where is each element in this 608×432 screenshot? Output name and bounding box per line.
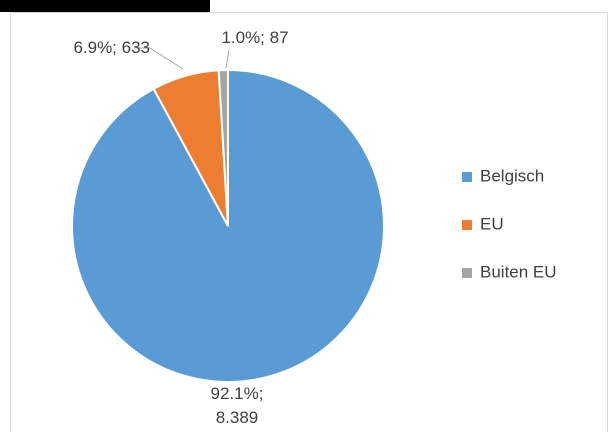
data-label: 6.9%; 633 — [73, 38, 150, 57]
legend-swatch — [462, 172, 472, 182]
legend-label: Buiten EU — [480, 262, 557, 281]
pie-slice — [217, 68, 229, 227]
legend-label: EU — [480, 214, 504, 233]
legend-swatch — [462, 220, 472, 230]
legend-swatch — [462, 268, 472, 278]
legend-label: Belgisch — [480, 166, 544, 185]
leader-line — [134, 47, 184, 70]
data-label: 1.0%; 87 — [221, 28, 289, 47]
data-label: 92.1%; 8.389 — [210, 384, 264, 427]
leader-line — [225, 49, 230, 69]
title-bar — [0, 0, 210, 12]
